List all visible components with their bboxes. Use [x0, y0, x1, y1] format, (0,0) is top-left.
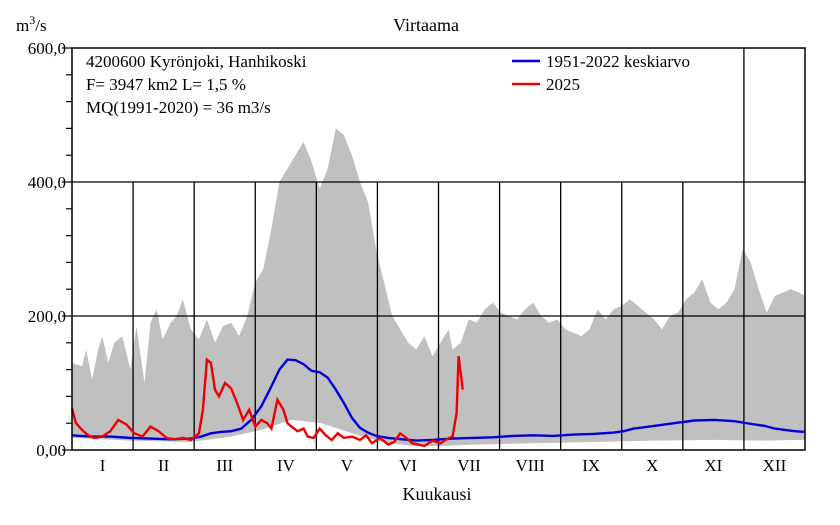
chart-title: Virtaama	[393, 15, 459, 35]
series-line-mean	[71, 358, 806, 442]
x-tick-label-month: V	[341, 456, 354, 475]
info-area: F= 3947 km2 L= 1,5 %	[86, 75, 246, 94]
y-tick-label: 200,0	[28, 307, 66, 326]
x-tick-label-month: IV	[277, 456, 296, 475]
info-mq: MQ(1991-2020) = 36 m3/s	[86, 98, 271, 117]
y-tick-label: 600,0	[28, 39, 66, 58]
x-tick-label-month: VI	[399, 456, 417, 475]
y-axis-label: m3/s	[16, 13, 47, 35]
x-tick-label-month: IX	[582, 456, 600, 475]
x-axis-label: Kuukausi	[403, 484, 472, 504]
x-tick-label-month: II	[158, 456, 170, 475]
x-tick-label-month: X	[646, 456, 658, 475]
legend: 1951-2022 keskiarvo 2025	[512, 52, 690, 94]
series-line-2025	[70, 356, 464, 448]
info-station: 4200600 Kyrönjoki, Hanhikoski	[86, 52, 307, 71]
plot-frame	[71, 47, 806, 451]
y-axis-label-base: m	[16, 16, 29, 35]
x-tick-label-month: VIII	[515, 456, 545, 475]
x-tick-label-month: XI	[704, 456, 722, 475]
info-box: 4200600 Kyrönjoki, Hanhikoski F= 3947 km…	[86, 52, 307, 117]
plot-area	[70, 47, 806, 451]
y-tick-label: 400,0	[28, 173, 66, 192]
y-axis-ticks: 0,00 200,0 400,0 600,0	[28, 39, 72, 460]
gridlines	[72, 48, 805, 450]
x-axis-month-labels: I II III IV V VI VII VIII IX X XI XII	[100, 456, 787, 475]
y-axis-label-tail: /s	[35, 16, 46, 35]
y-axis-label-sup: 3	[29, 13, 35, 27]
x-tick-label-month: VII	[457, 456, 481, 475]
x-tick-label-month: XII	[763, 456, 787, 475]
legend-label-mean: 1951-2022 keskiarvo	[546, 52, 690, 71]
x-tick-label-month: III	[216, 456, 233, 475]
y-tick-label: 0,00	[36, 441, 66, 460]
x-tick-label-month: I	[100, 456, 106, 475]
legend-label-2025: 2025	[546, 75, 580, 94]
